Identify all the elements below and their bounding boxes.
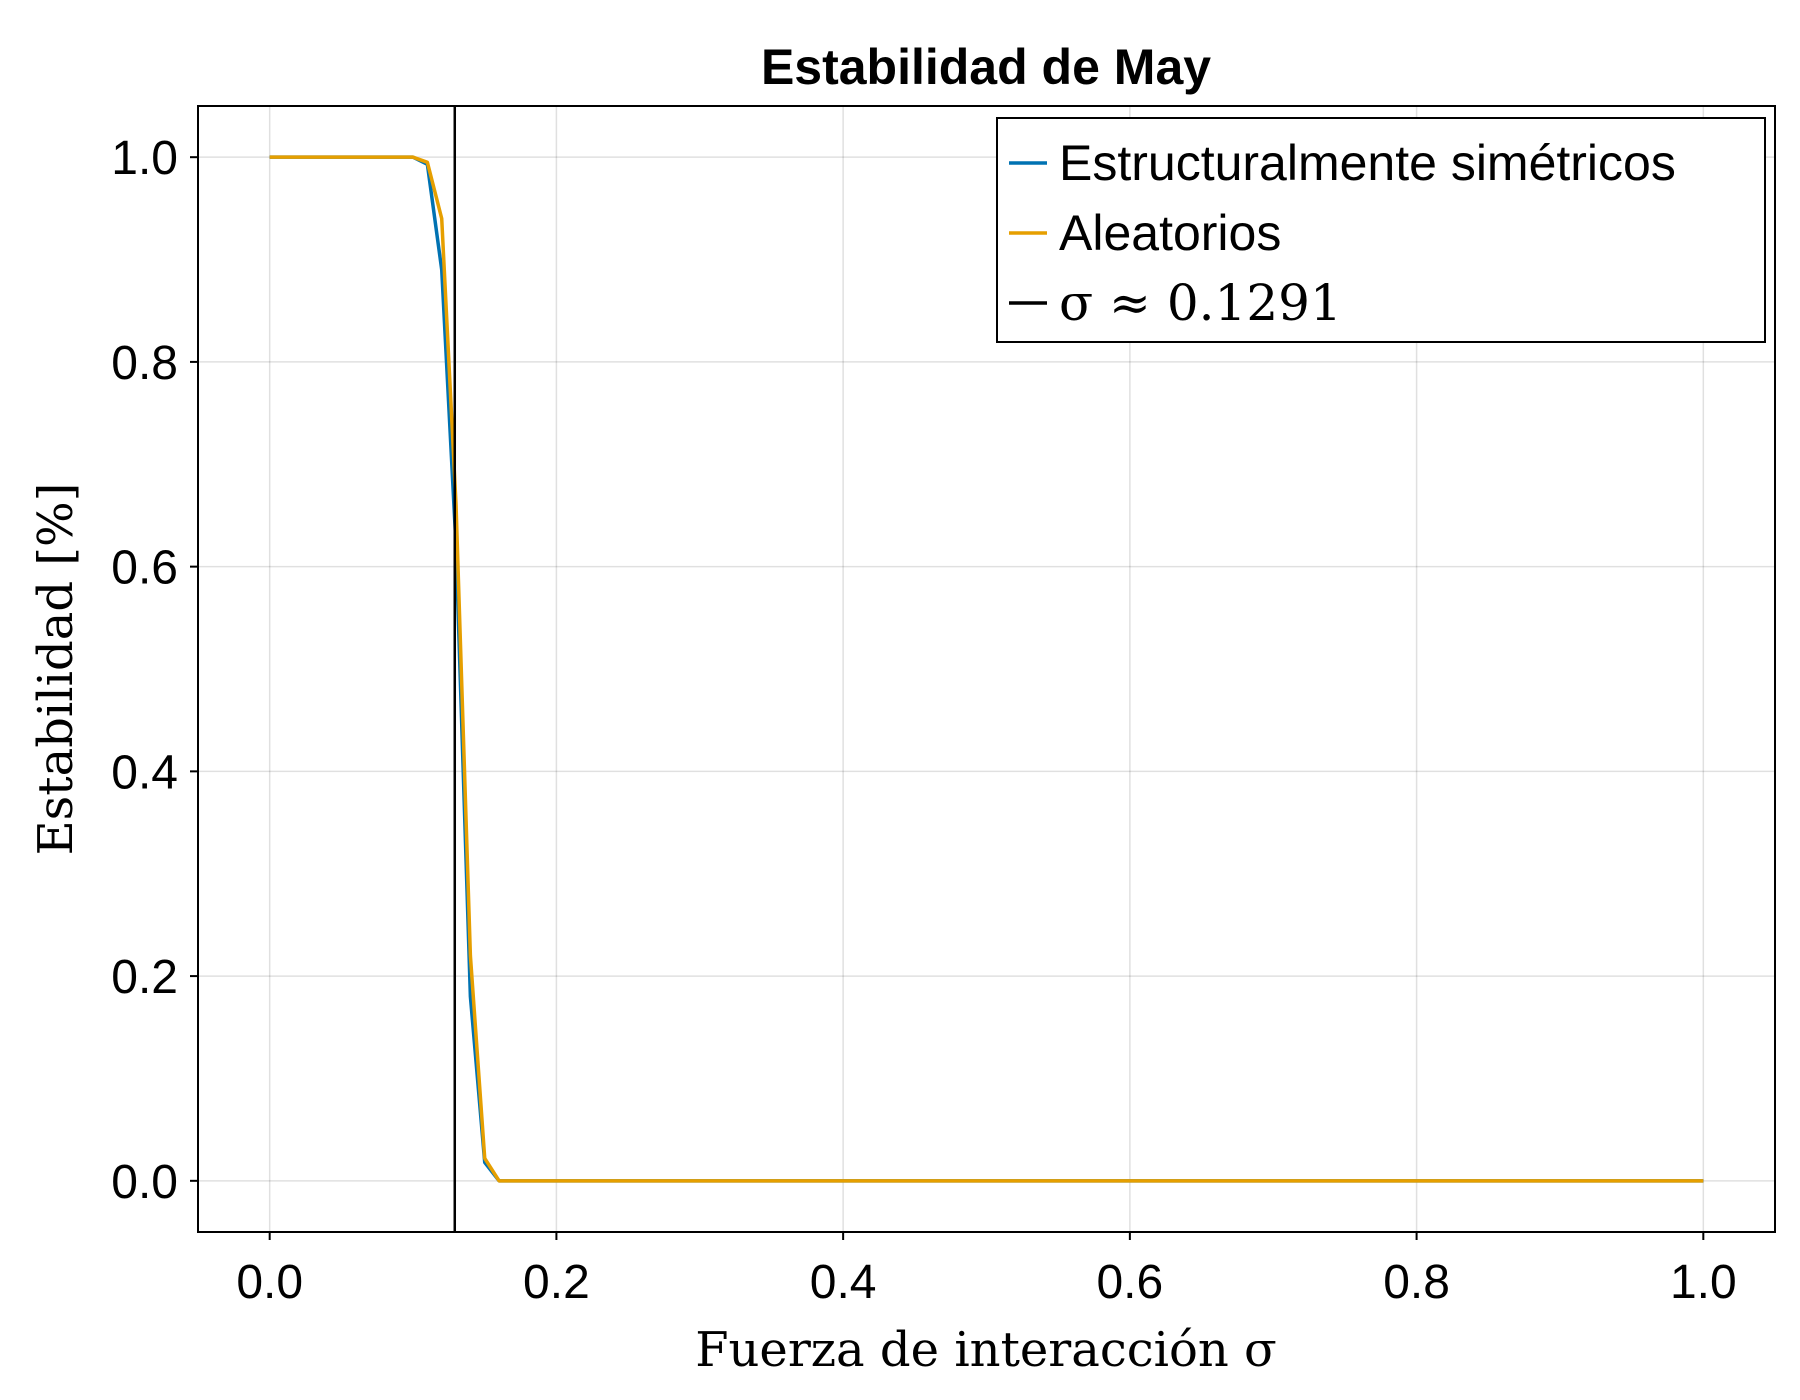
series-line-1 <box>269 155 1704 1183</box>
legend-label-1: Aleatorios <box>1059 205 1281 261</box>
x-tick-label: 0.4 <box>810 1256 877 1309</box>
plot-area <box>269 106 1704 1232</box>
x-axis: 0.0 0.2 0.4 0.6 0.8 1.0 <box>236 1232 1737 1309</box>
y-tick-label: 0.8 <box>111 337 178 390</box>
legend-label-2: σ ≈ 0.1291 <box>1059 274 1342 332</box>
plot-frame <box>197 105 1776 1233</box>
legend-label-0: Estructuralmente simétricos <box>1059 135 1676 191</box>
chart-title: Estabilidad de May <box>761 39 1211 95</box>
x-tick-label: 0.8 <box>1383 1256 1450 1309</box>
y-tick-label: 0.0 <box>111 1156 178 1209</box>
x-tick-label: 1.0 <box>1670 1256 1737 1309</box>
y-tick-label: 0.6 <box>111 542 178 595</box>
legend-box <box>996 117 1766 343</box>
x-tick-label: 0.2 <box>523 1256 590 1309</box>
x-tick-label: 0.0 <box>236 1256 303 1309</box>
x-tick-label: 0.6 <box>1096 1256 1163 1309</box>
y-tick-label: 1.0 <box>111 132 178 185</box>
y-tick-label: 0.4 <box>111 746 178 799</box>
y-axis-label: Estabilidad [%] <box>28 483 84 856</box>
y-tick-label: 0.2 <box>111 951 178 1004</box>
x-axis-label: Fuerza de interacción σ <box>695 1322 1277 1378</box>
legend: Estructuralmente simétricos Aleatorios σ ≈… <box>996 117 1766 343</box>
y-axis: 0.0 0.2 0.4 0.6 0.8 1.0 <box>111 132 198 1209</box>
